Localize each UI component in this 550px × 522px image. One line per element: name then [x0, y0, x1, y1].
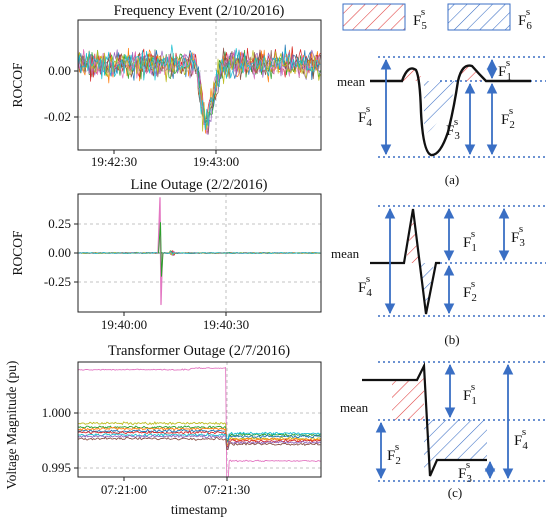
y-axis: 1.000 0.995 Voltage Magnitude (pu) — [4, 361, 78, 490]
chart-title: Frequency Event (2/10/2016) — [114, 3, 285, 19]
diagram-caption: (a) — [445, 172, 459, 187]
x-axis: 19:42:30 19:43:00 — [91, 150, 239, 169]
spike-series-line — [157, 197, 164, 306]
hatched-area-blue — [424, 420, 487, 468]
chart-line-outage: Line Outage (2/2/2016) 0.25 0.00 -0.25 R… — [10, 177, 322, 332]
legend: F5s F6s — [342, 3, 532, 32]
feature-label-f4: F4s — [514, 426, 528, 452]
signal-curve — [362, 361, 487, 477]
diagram-a: mean F1s F2s F3s F4s (a) — [337, 56, 546, 187]
x-tick-label: 19:42:30 — [91, 154, 137, 169]
x-tick-label: 07:21:30 — [204, 482, 250, 497]
y-tick-label: -0.25 — [44, 274, 71, 289]
feature-label-f1: F1s — [463, 381, 477, 407]
legend-swatch-blue-hatch — [447, 3, 511, 31]
y-axis-label: ROCOF — [10, 230, 25, 276]
y-axis-label: Voltage Magnitude (pu) — [4, 361, 19, 490]
rocof-series-line — [78, 250, 321, 255]
x-tick-label: 19:43:00 — [193, 154, 239, 169]
gridlines — [78, 362, 321, 477]
plot-frame — [77, 361, 322, 478]
feature-label-f2: F2s — [387, 441, 401, 467]
plot-series-group — [78, 367, 321, 477]
y-axis: 0.25 0.00 -0.25 ROCOF — [10, 216, 78, 289]
voltage-series-line — [78, 431, 321, 440]
x-axis: 07:21:00 07:21:30 timestamp — [101, 477, 250, 517]
signal-curve — [370, 208, 440, 315]
voltage-series-line — [78, 430, 321, 447]
voltage-series-line — [78, 436, 321, 451]
rocof-series-line — [78, 47, 321, 134]
plot-frame — [77, 19, 322, 151]
x-tick-label: 19:40:30 — [203, 317, 249, 332]
hatched-area-blue — [420, 263, 434, 313]
gridlines — [78, 20, 321, 150]
rocof-series-line — [78, 44, 321, 131]
rocof-series-line — [78, 47, 321, 134]
chart-title: Transformer Outage (2/7/2016) — [108, 343, 290, 359]
diagram-b: mean F1s F2s F3s F4s (b) — [331, 205, 546, 347]
voltage-series-line — [78, 367, 321, 477]
hatched-area-red — [392, 366, 424, 420]
x-axis: 19:40:00 19:40:30 — [101, 312, 249, 332]
y-tick-label: 0.995 — [42, 460, 71, 475]
chart-frequency-event: Frequency Event (2/10/2016) 0.00 -0.02 R… — [10, 3, 322, 169]
chart-transformer-outage: Transformer Outage (2/7/2016) 1.000 0.99… — [4, 343, 322, 517]
feature-label-f4: F4s — [358, 273, 372, 299]
x-tick-label: 07:21:00 — [101, 482, 147, 497]
plot-series-group — [78, 44, 321, 135]
y-axis-label: ROCOF — [10, 62, 25, 108]
chart-title: Line Outage (2/2/2016) — [131, 177, 268, 193]
spike-series-line — [158, 222, 164, 277]
y-tick-label: 0.25 — [48, 216, 71, 231]
hatched-area-blue — [424, 81, 458, 135]
y-axis: 0.00 -0.02 ROCOF — [10, 62, 78, 124]
feature-label-f3: F3s — [511, 223, 525, 249]
mean-label: mean — [337, 74, 366, 89]
voltage-series-line — [78, 428, 321, 443]
feature-label-f4: F4s — [358, 103, 372, 129]
feature-label-f2: F2s — [463, 278, 477, 304]
feature-label-f2: F2s — [501, 105, 515, 131]
diagram-c: mean F1s F2s F3s F4s (c) — [340, 361, 546, 500]
feature-label-f3: F3s — [458, 459, 472, 485]
y-tick-label: 1.000 — [42, 405, 71, 420]
feature-label-f1: F1s — [463, 228, 477, 254]
y-tick-label: 0.00 — [48, 245, 71, 260]
legend-label-f6: F6s — [518, 6, 532, 32]
legend-label-f5: F5s — [413, 6, 427, 32]
voltage-series-line — [78, 426, 321, 446]
plot-series-group — [78, 197, 321, 306]
mean-label: mean — [340, 400, 369, 415]
x-tick-label: 19:40:00 — [101, 317, 147, 332]
voltage-series-line — [78, 434, 321, 449]
mean-label: mean — [331, 246, 360, 261]
legend-swatch-red-hatch — [342, 3, 406, 31]
y-tick-label: 0.00 — [48, 63, 71, 78]
voltage-series-line — [78, 425, 321, 441]
hatched-area-red — [406, 211, 420, 263]
diagram-caption: (c) — [448, 485, 462, 500]
diagram-caption: (b) — [444, 332, 459, 347]
y-tick-label: -0.02 — [44, 109, 71, 124]
signal-curve — [370, 64, 531, 157]
feature-label-f3: F3s — [446, 116, 460, 142]
x-axis-label: timestamp — [171, 502, 227, 517]
feature-label-f1: F1s — [498, 57, 512, 83]
